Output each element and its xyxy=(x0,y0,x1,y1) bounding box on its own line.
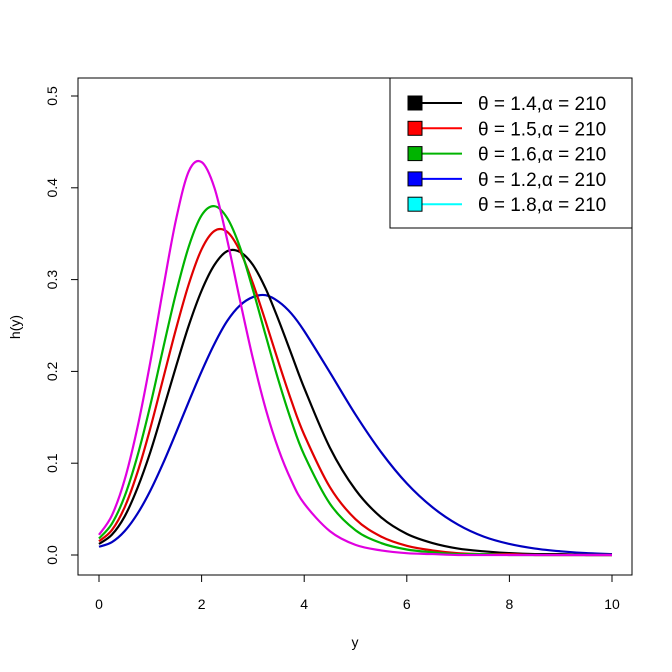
x-tick-label: 8 xyxy=(506,596,514,612)
legend-label: θ = 1.2,α = 210 xyxy=(478,170,606,191)
legend-swatch xyxy=(407,171,423,187)
x-tick-label: 4 xyxy=(300,596,308,612)
legend-items: θ = 1.4,α = 210 θ = 1.5,α = 210 θ = 1.6,α … xyxy=(407,94,606,216)
legend-swatch xyxy=(407,95,423,111)
series-layer xyxy=(98,159,613,557)
y-tick-label: 0.0 xyxy=(44,545,60,565)
legend-label: θ = 1.4,α = 210 xyxy=(478,94,606,115)
series-line-0 xyxy=(98,293,613,556)
legend-swatch xyxy=(407,146,423,162)
legend-label: θ = 1.5,α = 210 xyxy=(478,119,606,140)
x-tick-label: 6 xyxy=(403,596,411,612)
y-tick-label: 0.1 xyxy=(44,453,60,473)
y-axis: 0.0 0.1 0.2 0.3 0.4 0.5 xyxy=(44,86,79,565)
x-tick-label: 2 xyxy=(198,596,206,612)
y-tick-label: 0.4 xyxy=(44,178,60,198)
x-tick-label: 10 xyxy=(604,596,620,612)
y-tick-label: 0.2 xyxy=(44,361,60,381)
y-tick-label: 0.3 xyxy=(44,270,60,290)
y-axis-title: h(y) xyxy=(7,315,23,339)
series-line-1 xyxy=(98,248,613,557)
legend-label: θ = 1.8,α = 210 xyxy=(478,195,606,216)
series-line-4 xyxy=(98,159,612,557)
legend: θ = 1.4,α = 210 θ = 1.5,α = 210 θ = 1.6,α … xyxy=(389,77,633,229)
x-tick-label: 0 xyxy=(95,596,103,612)
y-tick-label: 0.5 xyxy=(44,86,60,106)
x-axis: 0 2 4 6 8 10 xyxy=(95,574,620,612)
legend-swatch xyxy=(407,196,423,212)
x-axis-title: y xyxy=(352,634,359,650)
legend-label: θ = 1.6,α = 210 xyxy=(478,145,606,166)
legend-swatch xyxy=(407,120,423,136)
